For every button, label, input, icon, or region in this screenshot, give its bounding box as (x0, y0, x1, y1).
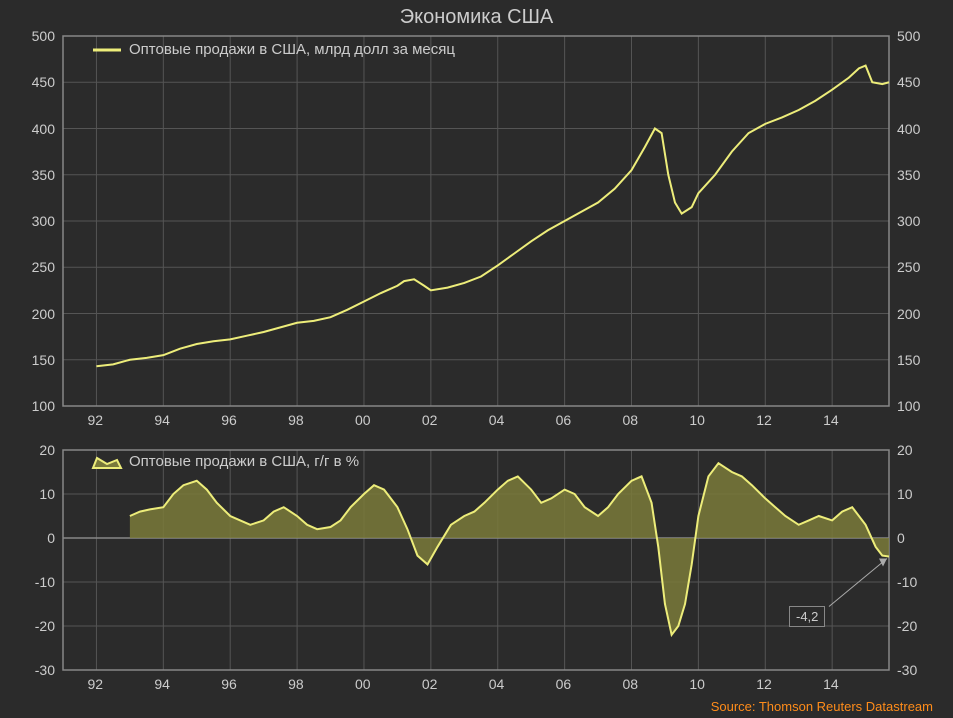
bottom-y-tick-left: -10 (35, 574, 55, 590)
bottom-y-tick-left: 10 (39, 486, 55, 502)
bottom-y-tick-right: -20 (897, 618, 917, 634)
bottom-y-tick-right: 20 (897, 442, 913, 458)
bottom-x-tick: 08 (623, 676, 639, 692)
bottom-y-tick-left: 20 (39, 442, 55, 458)
bottom-legend-swatch (93, 458, 121, 468)
bottom-y-tick-right: 0 (897, 530, 905, 546)
bottom-x-tick: 98 (288, 676, 304, 692)
bottom-y-tick-right: -30 (897, 662, 917, 678)
bottom-x-tick: 02 (422, 676, 438, 692)
bottom-y-tick-right: -10 (897, 574, 917, 590)
bottom-y-tick-left: -30 (35, 662, 55, 678)
bottom-x-tick: 00 (355, 676, 371, 692)
callout-value: -4,2 (789, 606, 825, 627)
bottom-x-tick: 94 (154, 676, 170, 692)
bottom-x-tick: 04 (489, 676, 505, 692)
bottom-x-tick: 06 (556, 676, 572, 692)
bottom-legend-label: Оптовые продажи в США, г/г в % (129, 453, 359, 470)
bottom-y-tick-right: 10 (897, 486, 913, 502)
bottom-x-tick: 10 (689, 676, 705, 692)
bottom-x-tick: 14 (823, 676, 839, 692)
bottom-x-tick: 92 (87, 676, 103, 692)
bottom-x-tick: 96 (221, 676, 237, 692)
bottom-y-tick-left: -20 (35, 618, 55, 634)
source-label: Source: Thomson Reuters Datastream (711, 699, 933, 714)
bottom-x-tick: 12 (756, 676, 772, 692)
bottom-series-area (130, 463, 889, 635)
bottom-y-tick-left: 0 (47, 530, 55, 546)
